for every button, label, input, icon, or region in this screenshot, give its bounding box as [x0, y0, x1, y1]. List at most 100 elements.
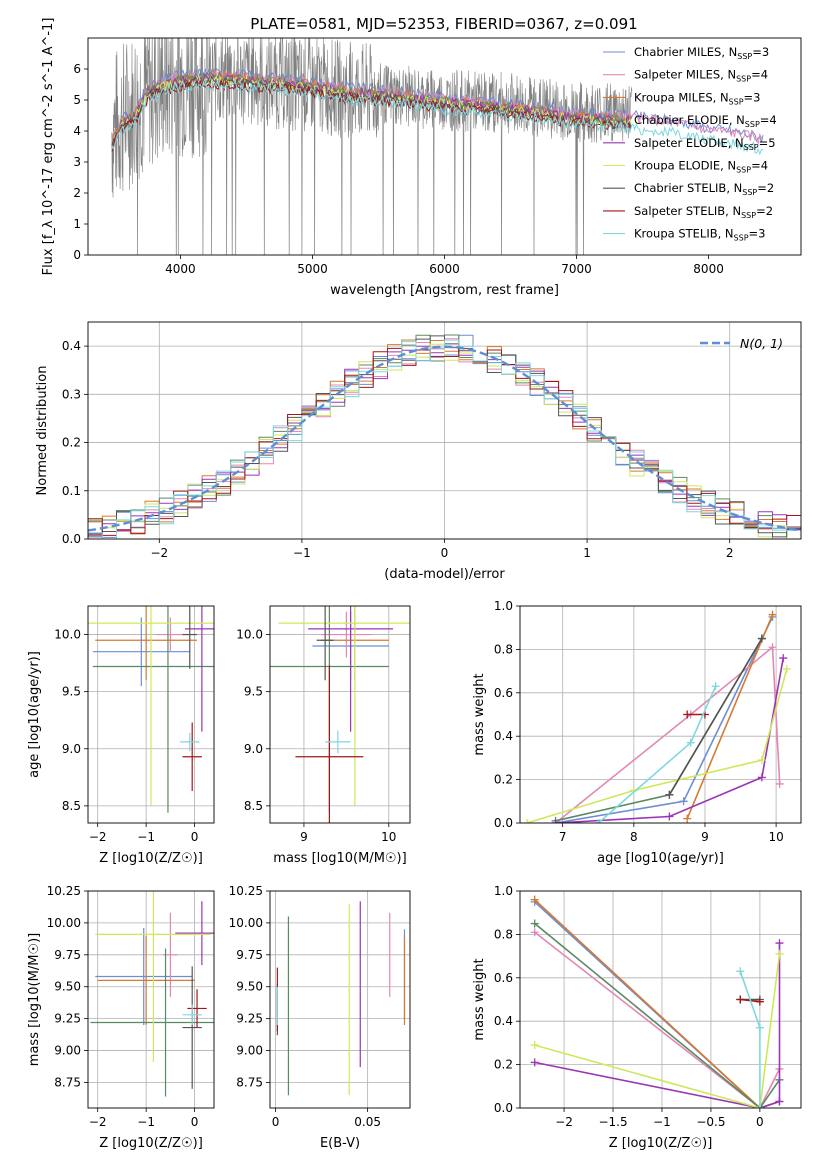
y-tick-label: 9.0 [62, 742, 81, 756]
y-tick-label: 3 [73, 155, 81, 169]
legend-entry: N(0, 1) [740, 336, 783, 351]
frame: −2 −1 0 8.5 9.0 9.5 10.0 Z [log10(Z/Z☉)] age [lo… [27, 605, 215, 866]
weight-marker [530, 1058, 539, 1067]
x-tick-label: 10 [768, 830, 783, 844]
weight-line [668, 638, 763, 796]
y-tick-label: 0.6 [494, 971, 513, 985]
weight-marker [779, 654, 788, 663]
weight-marker [711, 682, 720, 691]
weight-marker [736, 995, 745, 1004]
weight-line [534, 953, 781, 1108]
y-tick-label: 0.0 [62, 532, 81, 546]
weight-marker [530, 1041, 539, 1050]
legend-entry: Kroupa MILES, NSSP=3 [634, 90, 760, 106]
grid [88, 890, 214, 1108]
y-tick-label: 10.25 [229, 884, 263, 898]
y-tick-label: 5 [73, 93, 81, 107]
x-tick-label: 2 [726, 546, 734, 560]
y-tick-label: 2 [73, 186, 81, 200]
y-tick-label: 0.0 [494, 816, 513, 830]
y-tick-label: 0.3 [62, 387, 81, 401]
model-spectrum [111, 79, 764, 156]
weight-marker [665, 812, 674, 821]
y-axis-label: age [log10(age/yr)] [27, 651, 42, 778]
plot-area [88, 334, 801, 539]
frame: −2 −1 0 1 2 0.0 0.1 0.2 0.3 0.4 (data-model)/error… [35, 321, 802, 582]
axes-frame [87, 605, 215, 824]
y-axis-label: Flux [f_λ 10^-17 erg cm^-2 s^-1 A^-1] [41, 18, 56, 276]
x-tick-label: −2 [150, 546, 168, 560]
legend-entry: Salpeter STELIB, NSSP=2 [634, 204, 773, 220]
x-tick-label: 9 [701, 830, 709, 844]
weight-marker [775, 779, 784, 788]
weight-marker [755, 1023, 764, 1032]
y-tick-label: 0.4 [62, 339, 81, 353]
x-tick-label: −2 [89, 1115, 107, 1129]
axes-frame [87, 890, 215, 1109]
weight-marker [594, 819, 603, 823]
weight-marker [665, 790, 674, 799]
weight-marker [551, 819, 560, 823]
y-tick-label: 0.8 [494, 927, 513, 941]
frame: 7 8 9 10 0.0 0.2 0.4 0.6 0.8 1.0 age [log10(age/yr… [472, 599, 802, 866]
residuals-panel: −2 −1 0 1 2 0.0 0.1 0.2 0.3 0.4 (data-model)/error… [35, 321, 802, 582]
y-tick-label: 9.0 [244, 742, 263, 756]
y-tick-label: 9.00 [54, 1044, 81, 1058]
y-tick-label: 9.75 [236, 948, 263, 962]
weight-line [534, 943, 781, 1108]
y-axis-label: Normed distribution [35, 366, 50, 496]
figure-title: PLATE=0581, MJD=52353, FIBERID=0367, z=0… [250, 15, 637, 33]
weight-line [739, 971, 761, 1108]
y-tick-label: 0.6 [494, 686, 513, 700]
y-axis-label: mass weight [472, 958, 487, 1040]
x-tick-label: 7 [559, 830, 567, 844]
y-tick-label: 0.4 [494, 1014, 513, 1028]
weight-marker [757, 634, 766, 643]
x-axis-label: mass [log10(M/M☉)] [273, 851, 406, 866]
x-axis-label: (data-model)/error [384, 567, 505, 582]
weight-marker [775, 949, 784, 958]
axes-frame [87, 37, 802, 256]
y-tick-label: 9.50 [236, 980, 263, 994]
x-tick-label: 9 [300, 830, 308, 844]
spectrum-panel: 4000 5000 6000 7000 8000 0 1 2 3 4 5 6 wavelength [A… [41, 18, 802, 298]
weight-line [534, 922, 781, 1108]
x-tick-label: −1.5 [598, 1115, 627, 1129]
weight-line [555, 616, 774, 823]
weight-line [597, 685, 717, 823]
y-tick-label: 0.0 [494, 1101, 513, 1115]
y-tick-label: 10.00 [47, 916, 81, 930]
x-tick-label: −2 [555, 1115, 573, 1129]
plot-area [530, 895, 784, 1108]
plot-area [111, 38, 764, 255]
weight-marker [782, 664, 791, 673]
weight-marker [530, 895, 539, 904]
legend: Chabrier MILES, NSSP=3 Salpeter MILES, NS… [603, 45, 777, 243]
x-tick-label: −0.5 [696, 1115, 725, 1129]
x-tick-label: −1 [137, 830, 155, 844]
x-axis-label: Z [log10(Z/Z☉)] [609, 1136, 713, 1151]
x-tick-label: −1 [293, 546, 311, 560]
weight-marker [775, 939, 784, 948]
y-tick-label: 1.0 [494, 884, 513, 898]
y-tick-label: 8.5 [62, 799, 81, 813]
y-tick-label: 0.2 [494, 773, 513, 787]
y-tick-label: 0.1 [62, 484, 81, 498]
x-tick-label: 0 [272, 1115, 280, 1129]
x-tick-label: 8000 [693, 262, 724, 276]
x-tick-label: 5000 [297, 262, 328, 276]
weight-marker [775, 1097, 784, 1106]
weight-marker [768, 610, 777, 619]
residual-histogram [88, 347, 801, 536]
weight-marker [530, 919, 539, 928]
y-tick-label: 9.25 [54, 1012, 81, 1026]
x-tick-label: 0 [191, 830, 199, 844]
plot-area [90, 891, 214, 1097]
plot-area [88, 606, 214, 813]
y-tick-label: 10.0 [54, 628, 81, 642]
frame: −2 −1 0 8.75 9.00 9.25 9.50 9.75 10.00 10.25 Z [lo… [27, 884, 215, 1151]
legend-entry: Chabrier MILES, NSSP=3 [634, 45, 769, 61]
x-tick-label: 0 [441, 546, 449, 560]
